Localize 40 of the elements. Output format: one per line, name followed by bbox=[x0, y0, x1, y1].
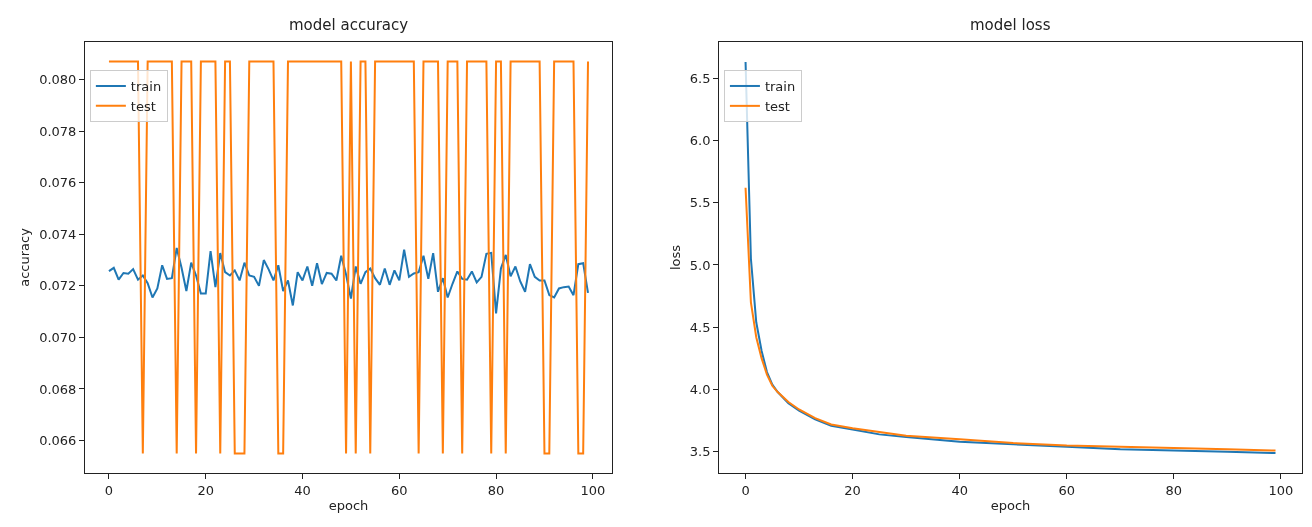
x-axis-title: epoch bbox=[328, 498, 369, 514]
y-axis-title: accuracy bbox=[17, 227, 33, 287]
x-tick-label: 40 bbox=[951, 482, 968, 498]
x-tick-label: 80 bbox=[1165, 482, 1183, 498]
legend-label: test bbox=[130, 98, 156, 114]
y-tick-label: 3.5 bbox=[689, 444, 711, 460]
chart-title: model accuracy bbox=[289, 16, 409, 34]
y-tick-label: 0.070 bbox=[39, 329, 77, 345]
x-tick-label: 60 bbox=[1058, 482, 1076, 498]
y-tick-label: 5.0 bbox=[689, 257, 711, 273]
line-series bbox=[107, 246, 590, 315]
x-tick-label: 20 bbox=[197, 482, 214, 498]
line-series bbox=[744, 186, 1277, 452]
y-tick-label: 0.080 bbox=[39, 72, 77, 88]
y-axis-title: loss bbox=[667, 244, 683, 271]
x-tick-label: 100 bbox=[580, 482, 606, 498]
chart-title: model loss bbox=[970, 16, 1051, 34]
x-tick-label: 20 bbox=[844, 482, 861, 498]
x-tick-label: 100 bbox=[1268, 482, 1294, 498]
legend-label: test bbox=[764, 98, 790, 114]
y-tick-label: 0.078 bbox=[39, 123, 77, 139]
y-tick-label: 0.076 bbox=[39, 175, 77, 191]
x-tick-label: 60 bbox=[391, 482, 408, 498]
y-tick-label: 4.0 bbox=[689, 382, 711, 398]
x-tick-label: 80 bbox=[487, 482, 505, 498]
x-tick-label: 40 bbox=[294, 482, 311, 498]
y-tick-label: 4.5 bbox=[689, 319, 711, 335]
line-series bbox=[744, 60, 1277, 455]
y-tick-label: 6.0 bbox=[689, 132, 711, 148]
x-tick-label: 0 bbox=[104, 482, 114, 498]
y-tick-label: 0.068 bbox=[39, 381, 77, 397]
legend-label: train bbox=[764, 79, 796, 95]
legend-label: train bbox=[130, 79, 162, 95]
x-axis-title: epoch bbox=[990, 498, 1031, 514]
y-tick-label: 0.074 bbox=[39, 226, 77, 242]
y-tick-label: 0.072 bbox=[39, 278, 77, 294]
y-tick-label: 6.5 bbox=[689, 70, 711, 86]
y-tick-label: 5.5 bbox=[689, 195, 711, 211]
y-tick-label: 0.066 bbox=[39, 433, 77, 449]
x-tick-label: 0 bbox=[741, 482, 750, 498]
